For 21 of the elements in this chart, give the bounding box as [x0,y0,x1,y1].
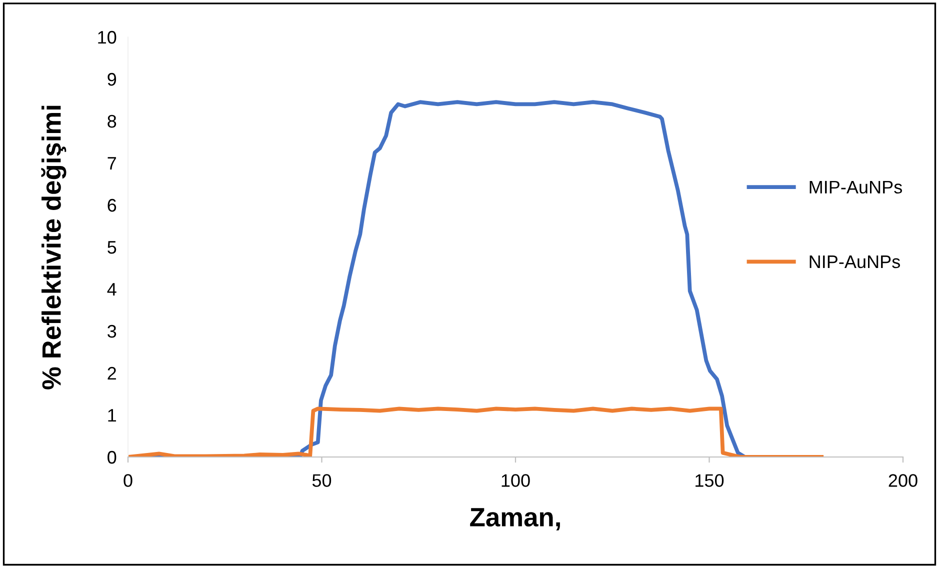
x-axis-title: Zaman, [470,508,560,530]
y-tick-label: 7 [108,157,116,170]
x-tick-label: 200 [888,474,918,487]
legend-label: NIP-AuNPs [810,256,900,268]
x-tick-label: 100 [502,474,530,487]
x-tick-label: 150 [696,474,724,487]
y-tick-label: 1 [108,409,116,422]
line-series [128,406,824,457]
y-tick-label: 2 [108,366,116,380]
y-tick-label: 5 [108,241,116,254]
x-tick-label: 0 [124,474,132,487]
y-tick-label: 6 [108,198,116,212]
y-tick-label: 4 [107,283,116,296]
y-tick-label: 3 [108,324,116,338]
legend-label: MIP-AuNPs [810,180,902,194]
y-tick-label: 8 [108,114,116,128]
y-tick-label: 0 [108,450,116,464]
x-tick-label: 50 [312,474,332,487]
y-tick-label: 10 [98,30,116,44]
y-tick-label: 9 [108,72,116,86]
y-axis-title: % Reflektivite değişimi [41,106,66,390]
